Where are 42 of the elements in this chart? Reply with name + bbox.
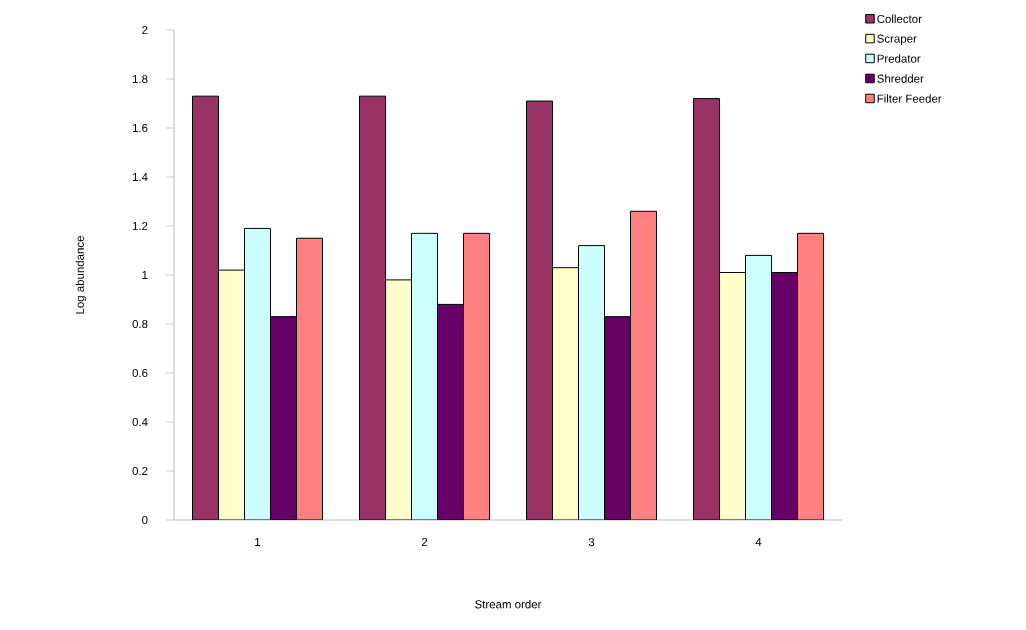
x-tick-label: 3 [588, 538, 595, 547]
bar [270, 316, 297, 520]
bar [296, 237, 323, 520]
bar [411, 232, 438, 520]
bar [463, 232, 490, 520]
bar [192, 95, 219, 520]
bar [578, 245, 605, 520]
bar [244, 227, 271, 520]
y-tick-label: 0.4 [132, 417, 148, 427]
legend-label: Collector [877, 14, 922, 23]
bar [218, 269, 245, 520]
bar [552, 267, 579, 520]
legend-label: Predator [877, 54, 921, 63]
bar [797, 232, 824, 520]
bar [604, 316, 631, 520]
y-tick-label: 0.8 [132, 319, 148, 329]
bar [745, 254, 772, 520]
y-tick-label: 1 [142, 271, 148, 279]
y-tick-label: 1.4 [132, 173, 148, 181]
y-tick-label: 1.8 [132, 74, 148, 84]
legend-label: Filter Feeder [877, 94, 942, 103]
bar [693, 98, 720, 520]
bar [630, 210, 657, 520]
legend-label: Scraper [877, 34, 917, 45]
y-tick-label: 0.6 [132, 368, 148, 378]
y-tick-label: 0.2 [132, 466, 148, 476]
x-axis-title: Stream order [475, 599, 542, 609]
x-tick-label: 2 [421, 538, 428, 547]
y-tick-label: 2 [142, 26, 148, 34]
bar [771, 272, 798, 520]
y-tick-label: 0 [142, 515, 148, 525]
y-tick-label: 1.6 [132, 123, 148, 133]
bar [526, 100, 553, 520]
legend-label: Shredder [877, 74, 924, 83]
bar [437, 303, 464, 520]
bar [719, 272, 746, 520]
x-tick-label: 1 [255, 538, 261, 546]
bar [359, 95, 386, 520]
bar [385, 279, 412, 520]
x-tick-label: 4 [755, 538, 762, 546]
y-tick-label: 1.2 [132, 222, 148, 230]
y-axis-title: Log abundance [75, 236, 87, 314]
